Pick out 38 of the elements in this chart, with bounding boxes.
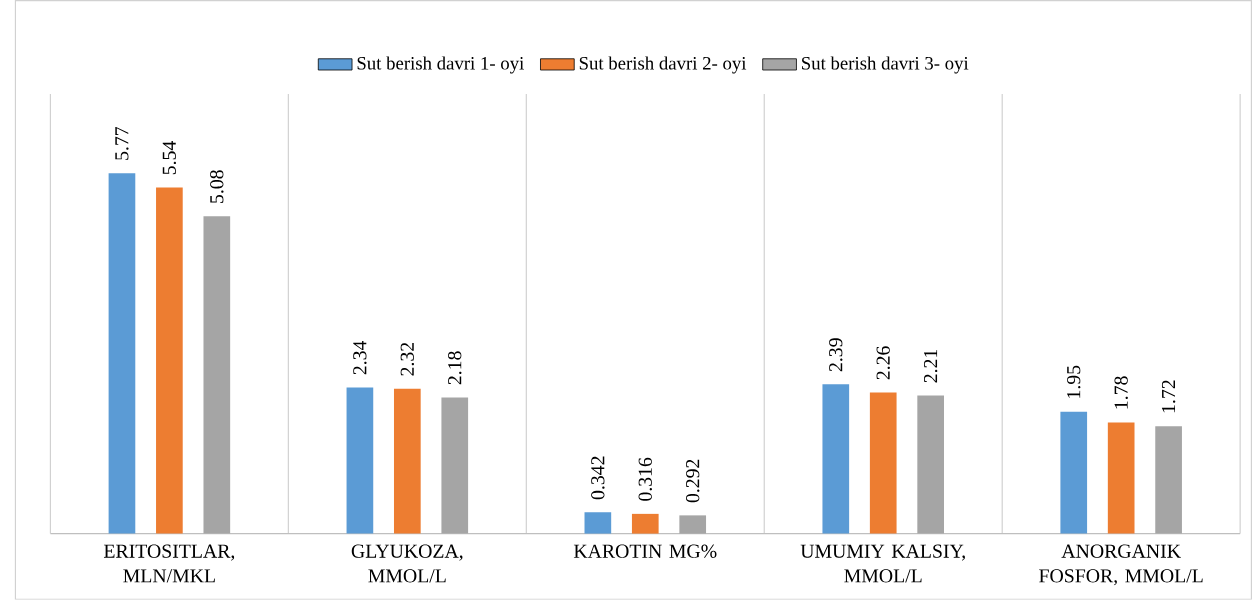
bar (822, 384, 850, 534)
x-tick-label: UMUMIY KALSIY, MMOL/L (800, 544, 965, 583)
bar (1060, 411, 1088, 534)
bar (1155, 426, 1182, 534)
bar (393, 388, 421, 534)
data-label: 2.39 (829, 338, 843, 372)
data-label: 0.292 (686, 459, 700, 503)
bar (917, 395, 944, 534)
data-label: 5.54 (162, 141, 177, 175)
bar (108, 173, 136, 534)
data-label: 1.95 (1067, 365, 1081, 398)
bar (203, 216, 231, 534)
bar (156, 187, 183, 534)
bar (679, 515, 707, 534)
data-label: 5.08 (210, 170, 224, 203)
data-label: 0.342 (591, 456, 605, 500)
data-label: 1.78 (1114, 376, 1128, 409)
data-label: 2.26 (876, 346, 890, 380)
legend-label: Sut berish davri 2- oyi (579, 56, 747, 74)
bar (584, 512, 612, 534)
data-label: 2.21 (923, 349, 938, 383)
data-label: 5.77 (115, 126, 129, 160)
legend-label: Sut berish davri 1- oyi (357, 56, 524, 74)
bar (346, 387, 374, 534)
bar (441, 397, 469, 534)
data-label: 2.34 (353, 341, 367, 375)
bar (869, 392, 897, 534)
x-tick-label: GLYUKOZA, MMOL/L (351, 544, 463, 583)
legend-label: Sut berish davri 3- oyi (802, 56, 969, 74)
x-tick-label: ANORGANIK FOSFOR, MMOL/L (1039, 544, 1203, 586)
data-label: 0.316 (638, 457, 652, 501)
data-label: 2.18 (448, 351, 462, 385)
x-tick-label: KAROTIN MG% (573, 544, 717, 559)
data-label: 2.32 (400, 343, 415, 376)
x-tick-label: ERITOSITLAR, MLN/MKL (103, 544, 235, 583)
bar (1107, 422, 1135, 534)
data-label: 1.72 (1161, 380, 1176, 413)
bar (631, 513, 659, 534)
